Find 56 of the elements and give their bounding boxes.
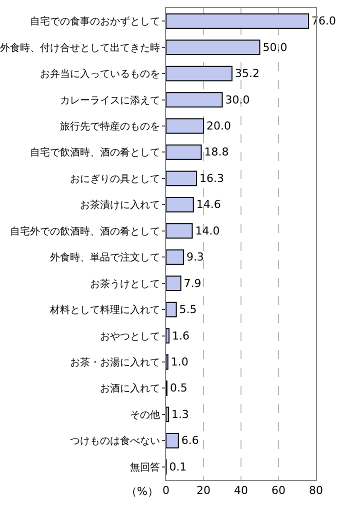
data-label: 5.5: [179, 303, 197, 316]
bar: [166, 170, 198, 186]
bar: [166, 196, 194, 212]
bar: [166, 92, 223, 108]
x-tick-label: 0: [162, 484, 170, 498]
y-tick-label: その他: [130, 408, 160, 421]
y-tick-label: 無回答: [130, 461, 160, 474]
x-tick-label: 60: [272, 484, 286, 498]
bar: [166, 223, 193, 239]
y-tick-label: 自宅で飲酒時、酒の肴として: [30, 146, 160, 159]
data-label: 0.5: [170, 382, 188, 395]
x-tick-label: 20: [196, 484, 210, 498]
data-label: 1.3: [171, 408, 189, 421]
y-tick-label: 旅行先で特産のものを: [60, 120, 160, 132]
y-tick-label: カレーライスに添えて: [60, 94, 160, 106]
y-tick-label: つけものは食べない: [70, 435, 160, 448]
data-label: 20.0: [206, 120, 231, 132]
bar: [166, 328, 170, 344]
data-label: 7.9: [184, 276, 202, 290]
x-tick-label: 40: [234, 484, 248, 498]
y-tick-label: お茶うけとして: [90, 278, 160, 290]
data-label: 30.0: [225, 93, 250, 106]
data-label: 18.8: [204, 146, 229, 159]
bar: [166, 13, 309, 29]
y-tick-label: 自宅での食事のおかずとして: [30, 16, 160, 28]
y-tick-label: お茶・お湯に入れて: [70, 356, 160, 368]
y-tick-label: お酒に入れて: [100, 382, 160, 395]
y-tick-label: おやつとして: [100, 331, 160, 342]
x-tick-label: 80: [309, 484, 323, 498]
data-label: 6.6: [181, 434, 199, 448]
data-label: 0.1: [169, 460, 187, 474]
data-label: 50.0: [262, 40, 288, 54]
data-label: 14.0: [195, 224, 220, 238]
y-tick-label: 自宅外での飲酒時、酒の肴として: [10, 225, 160, 238]
y-tick-label: おにぎりの具として: [70, 174, 160, 185]
data-label: 35.2: [235, 67, 260, 80]
bar: [166, 118, 204, 134]
bar: [166, 144, 202, 160]
bar: [166, 249, 184, 265]
data-label: 14.6: [196, 198, 221, 212]
bar: [166, 432, 179, 448]
y-tick-label: お茶漬けに入れて: [80, 199, 160, 212]
data-label: 1.0: [170, 356, 188, 368]
bar: [166, 302, 177, 318]
bar: [166, 276, 182, 292]
y-tick-label: お弁当に入っているものを: [40, 68, 160, 80]
bar: [166, 406, 169, 422]
bar: [166, 40, 260, 56]
data-label: 9.3: [186, 250, 204, 264]
y-tick-label: 外食時、付け合せとして出てきた時: [0, 42, 160, 54]
data-label: 1.6: [172, 329, 190, 342]
x-axis-title: （%）: [126, 485, 158, 498]
y-tick-label: 材料として料理に入れて: [49, 304, 160, 316]
data-label: 16.3: [200, 172, 224, 185]
bar: [166, 66, 232, 82]
y-tick-label: 外食時、単品で注文して: [50, 252, 160, 264]
